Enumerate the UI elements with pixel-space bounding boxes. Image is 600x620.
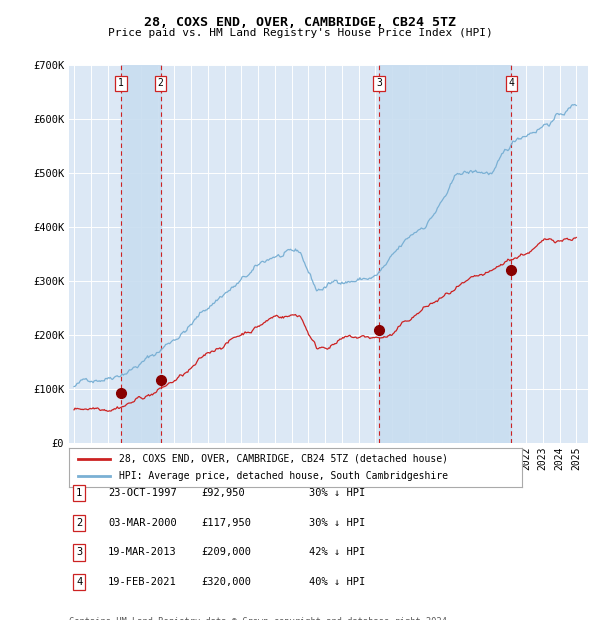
Text: 23-OCT-1997: 23-OCT-1997 <box>108 488 177 498</box>
Text: HPI: Average price, detached house, South Cambridgeshire: HPI: Average price, detached house, Sout… <box>119 471 448 480</box>
Text: £209,000: £209,000 <box>201 547 251 557</box>
Bar <box>379 65 511 443</box>
Text: 19-MAR-2013: 19-MAR-2013 <box>108 547 177 557</box>
Text: 4: 4 <box>76 577 82 587</box>
Text: £117,950: £117,950 <box>201 518 251 528</box>
Text: 2: 2 <box>158 78 164 88</box>
Text: Price paid vs. HM Land Registry's House Price Index (HPI): Price paid vs. HM Land Registry's House … <box>107 28 493 38</box>
Text: 19-FEB-2021: 19-FEB-2021 <box>108 577 177 587</box>
Text: 28, COXS END, OVER, CAMBRIDGE, CB24 5TZ: 28, COXS END, OVER, CAMBRIDGE, CB24 5TZ <box>144 16 456 29</box>
Text: 30% ↓ HPI: 30% ↓ HPI <box>309 518 365 528</box>
Bar <box>121 65 161 443</box>
Text: Contains HM Land Registry data © Crown copyright and database right 2024.: Contains HM Land Registry data © Crown c… <box>69 617 452 620</box>
Text: £92,950: £92,950 <box>201 488 245 498</box>
Text: 3: 3 <box>376 78 382 88</box>
Text: 4: 4 <box>509 78 514 88</box>
Text: 42% ↓ HPI: 42% ↓ HPI <box>309 547 365 557</box>
Text: 28, COXS END, OVER, CAMBRIDGE, CB24 5TZ (detached house): 28, COXS END, OVER, CAMBRIDGE, CB24 5TZ … <box>119 454 448 464</box>
Text: 1: 1 <box>76 488 82 498</box>
Text: 03-MAR-2000: 03-MAR-2000 <box>108 518 177 528</box>
Text: 40% ↓ HPI: 40% ↓ HPI <box>309 577 365 587</box>
Text: £320,000: £320,000 <box>201 577 251 587</box>
Text: 3: 3 <box>76 547 82 557</box>
Text: 2: 2 <box>76 518 82 528</box>
Text: 1: 1 <box>118 78 124 88</box>
Text: 30% ↓ HPI: 30% ↓ HPI <box>309 488 365 498</box>
